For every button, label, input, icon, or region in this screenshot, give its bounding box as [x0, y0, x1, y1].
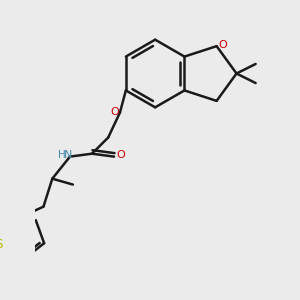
Text: O: O — [116, 150, 125, 160]
Text: H: H — [58, 150, 66, 160]
Text: O: O — [110, 107, 119, 118]
Text: S: S — [0, 238, 3, 251]
Text: N: N — [63, 150, 72, 160]
Text: O: O — [219, 40, 227, 50]
